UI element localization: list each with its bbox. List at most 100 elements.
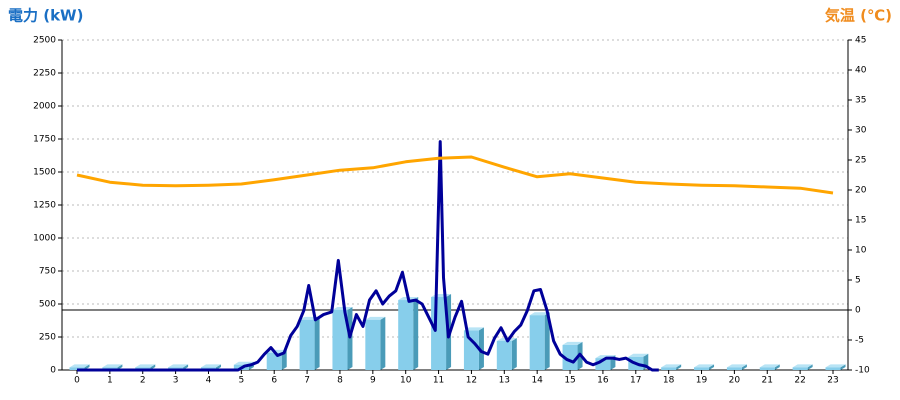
y2-tick-label: 15 bbox=[855, 216, 866, 226]
bar-face bbox=[825, 364, 846, 368]
bar-face bbox=[200, 364, 221, 368]
bar-face bbox=[332, 306, 353, 310]
y-axis-title: 電力 (kW) bbox=[8, 7, 83, 25]
bar-face bbox=[807, 364, 813, 370]
bar-face bbox=[759, 367, 775, 370]
x-tick-label: 14 bbox=[531, 376, 543, 386]
x-tick-label: 10 bbox=[400, 376, 412, 386]
y2-tick-label: 10 bbox=[855, 246, 867, 256]
y-tick-label: 2500 bbox=[33, 36, 56, 46]
bar bbox=[825, 364, 846, 370]
bar-face bbox=[299, 319, 315, 370]
bar-face bbox=[431, 297, 447, 370]
bar-face bbox=[562, 344, 578, 370]
bar bbox=[529, 312, 550, 370]
y-tick-label: 1250 bbox=[33, 201, 56, 211]
bar bbox=[694, 364, 715, 370]
y-tick-label: 250 bbox=[39, 333, 56, 343]
line bbox=[77, 140, 659, 372]
bar-face bbox=[628, 353, 649, 357]
x-tick-label: 18 bbox=[663, 376, 675, 386]
x-tick-label: 8 bbox=[337, 376, 343, 386]
y2-tick-label: 20 bbox=[855, 186, 867, 196]
bar-face bbox=[168, 364, 189, 368]
bar-face bbox=[314, 316, 320, 370]
bar-face bbox=[676, 364, 682, 370]
y-tick-label: 1500 bbox=[33, 168, 56, 178]
bar-face bbox=[792, 364, 813, 368]
bar-face bbox=[398, 300, 414, 370]
x-tick-label: 17 bbox=[630, 376, 641, 386]
bar-face bbox=[380, 316, 386, 370]
bar-face bbox=[544, 312, 550, 370]
bar-face bbox=[595, 358, 611, 370]
bar-face bbox=[529, 315, 545, 370]
bar-face bbox=[792, 367, 808, 370]
y2-tick-label: 35 bbox=[855, 96, 866, 106]
y2-tick-label: -10 bbox=[855, 366, 870, 376]
bar-face bbox=[413, 297, 419, 370]
x-tick-label: 11 bbox=[433, 376, 444, 386]
y2-tick-label: 40 bbox=[855, 66, 867, 76]
bar-face bbox=[102, 364, 123, 368]
y-tick-label: 2000 bbox=[33, 102, 56, 112]
bar-face bbox=[759, 364, 780, 368]
x-tick-label: 7 bbox=[304, 376, 310, 386]
bar-face bbox=[726, 364, 747, 368]
y2-tick-label: 25 bbox=[855, 156, 866, 166]
y-tick-label: 2250 bbox=[33, 69, 56, 79]
x-tick-label: 20 bbox=[729, 376, 741, 386]
x-tick-label: 12 bbox=[466, 376, 477, 386]
y2-tick-label: 0 bbox=[855, 306, 861, 316]
x-tick-label: 5 bbox=[238, 376, 244, 386]
bar-face bbox=[365, 319, 381, 370]
y2-tick-label: 45 bbox=[855, 36, 866, 46]
y2-axis-title: 気温 (℃) bbox=[825, 7, 892, 25]
x-tick-label: 15 bbox=[564, 376, 575, 386]
bar-face bbox=[694, 364, 715, 368]
y-tick-label: 500 bbox=[39, 300, 56, 310]
x-tick-label: 19 bbox=[696, 376, 708, 386]
x-tick-label: 0 bbox=[74, 376, 80, 386]
x-tick-label: 3 bbox=[173, 376, 179, 386]
bar-face bbox=[463, 330, 479, 370]
x-tick-label: 2 bbox=[140, 376, 146, 386]
bar-face bbox=[709, 364, 715, 370]
y2-tick-label: -5 bbox=[855, 336, 864, 346]
x-tick-label: 13 bbox=[499, 376, 510, 386]
bar-face bbox=[365, 316, 386, 320]
bar-face bbox=[661, 367, 677, 370]
bar-face bbox=[840, 364, 846, 370]
bar-face bbox=[511, 337, 517, 370]
bar bbox=[398, 297, 419, 370]
bar bbox=[726, 364, 747, 370]
bar-face bbox=[332, 309, 348, 370]
bar-face bbox=[478, 327, 484, 370]
bar bbox=[332, 306, 353, 370]
y-tick-label: 0 bbox=[50, 366, 56, 376]
line bbox=[76, 155, 834, 195]
x-tick-label: 1 bbox=[107, 376, 113, 386]
y-tick-label: 750 bbox=[39, 267, 56, 277]
x-tick-label: 4 bbox=[206, 376, 212, 386]
bar-face bbox=[774, 364, 780, 370]
bar-face bbox=[266, 352, 282, 370]
bar bbox=[463, 327, 484, 370]
x-tick-label: 9 bbox=[370, 376, 376, 386]
bar-face bbox=[135, 364, 156, 368]
y-tick-label: 1750 bbox=[33, 135, 56, 145]
bar bbox=[759, 364, 780, 370]
bar-face bbox=[694, 367, 710, 370]
y-tick-label: 1000 bbox=[33, 234, 56, 244]
bar-face bbox=[529, 312, 550, 316]
x-tick-label: 23 bbox=[827, 376, 838, 386]
bar bbox=[792, 364, 813, 370]
x-tick-label: 6 bbox=[271, 376, 277, 386]
x-tick-label: 16 bbox=[597, 376, 609, 386]
bar bbox=[365, 316, 386, 370]
bar-face bbox=[562, 341, 583, 345]
bar-face bbox=[496, 340, 512, 370]
bar-face bbox=[825, 367, 841, 370]
bar-face bbox=[69, 364, 90, 368]
